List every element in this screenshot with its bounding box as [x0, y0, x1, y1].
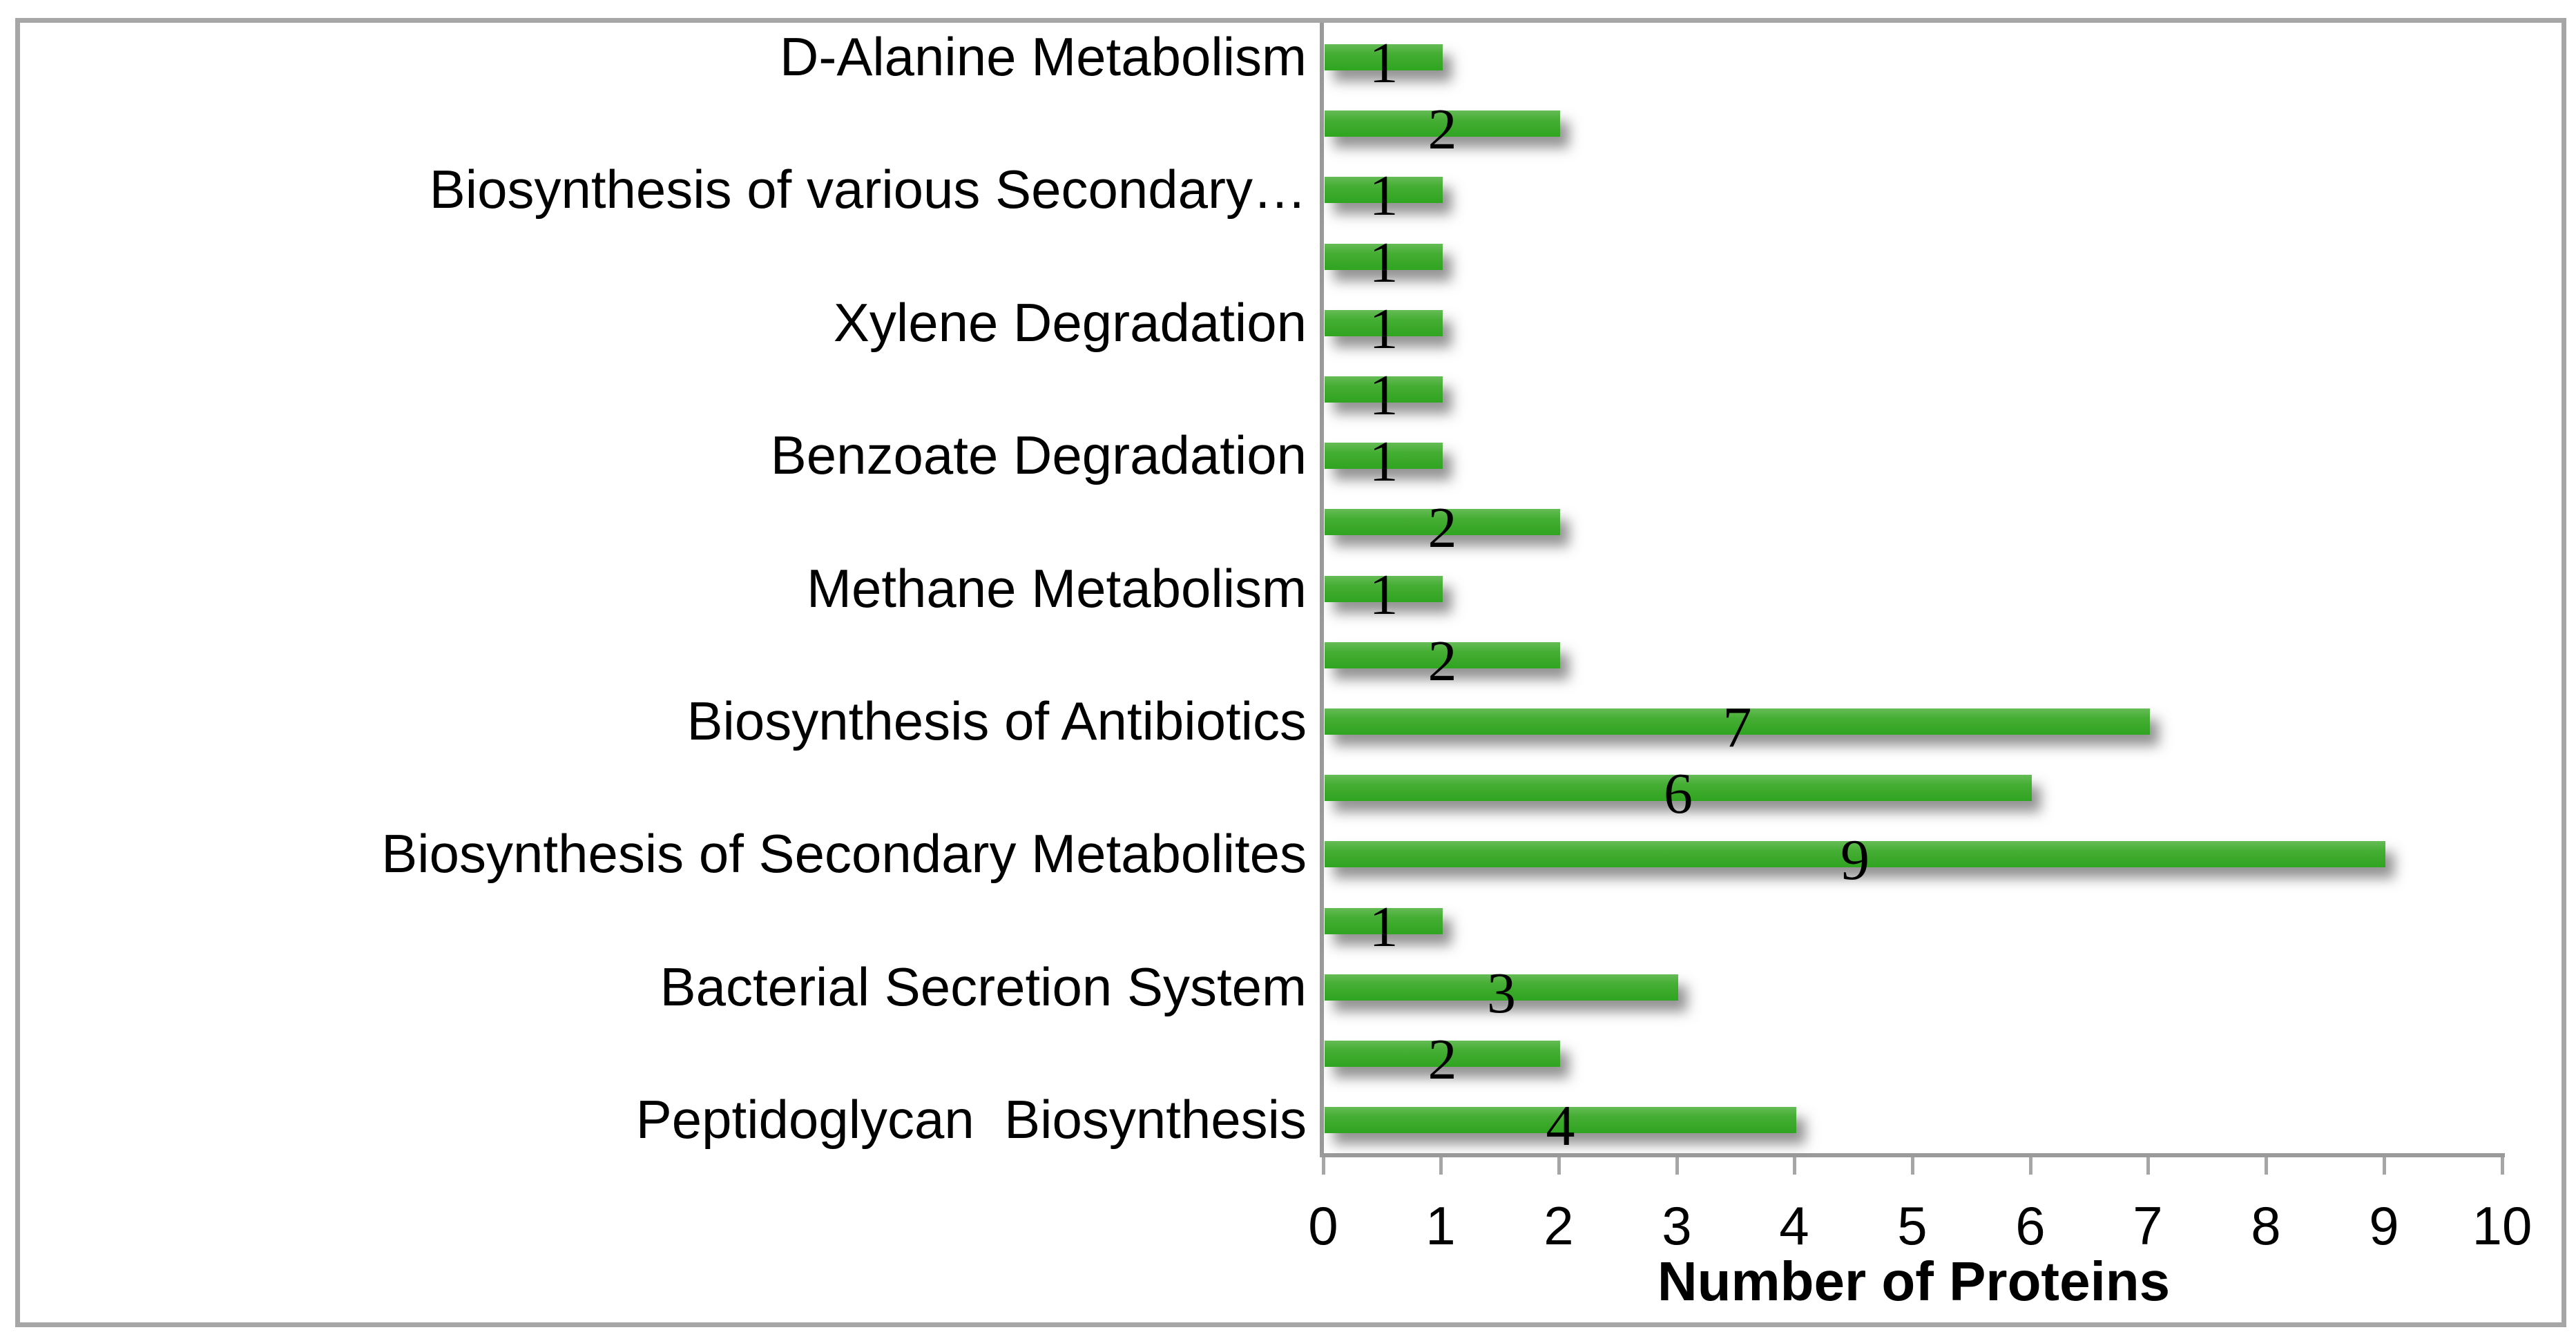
bar [1325, 44, 1443, 70]
x-axis-tick-label: 1 [1425, 1195, 1456, 1256]
bar [1325, 509, 1560, 535]
bar-value-label: 1 [1369, 297, 1398, 361]
x-axis-tick-label: 5 [1897, 1195, 1928, 1256]
x-axis-tick [2383, 1157, 2386, 1175]
category-label: Biosynthesis of Antibiotics [686, 691, 1307, 752]
bar [1325, 376, 1443, 403]
x-axis-tick-label: 8 [2251, 1195, 2281, 1256]
bar-value-label: 1 [1369, 231, 1398, 295]
x-axis-tick [1557, 1157, 1561, 1175]
category-label: Methane Metabolism [806, 558, 1307, 619]
bar [1325, 1107, 1796, 1133]
x-axis-title: Number of Proteins [1657, 1251, 2171, 1312]
chart-border-frame [15, 18, 2566, 1327]
value-axis-line [1320, 1153, 2505, 1157]
x-axis-tick [2029, 1157, 2032, 1175]
bar-value-label: 9 [1840, 828, 1869, 892]
bar-value-label: 1 [1369, 164, 1398, 228]
x-axis-tick [2265, 1157, 2268, 1175]
x-axis-tick-label: 6 [2015, 1195, 2046, 1256]
x-axis-tick [2146, 1157, 2150, 1175]
category-label: Xylene Degradation [833, 292, 1307, 354]
bar-value-label: 2 [1428, 97, 1457, 162]
x-axis-tick [1793, 1157, 1796, 1175]
x-axis-tick-label: 2 [1544, 1195, 1574, 1256]
x-axis-tick-label: 4 [1779, 1195, 1809, 1256]
category-label: Biosynthesis of Secondary Metabolites [381, 823, 1307, 885]
bar-value-label: 2 [1428, 1028, 1457, 1092]
x-axis-tick-label: 10 [2472, 1195, 2532, 1256]
x-axis-tick [1675, 1157, 1679, 1175]
bar-value-label: 1 [1369, 895, 1398, 959]
bar-value-label: 2 [1428, 629, 1457, 693]
bar [1325, 841, 2385, 867]
category-label: Biosynthesis of various Secondary… [429, 159, 1307, 220]
category-label: Bacterial Secretion System [660, 956, 1307, 1018]
x-axis-tick [1322, 1157, 1325, 1175]
bar [1325, 642, 1560, 668]
bar [1325, 244, 1443, 270]
x-axis-tick-label: 9 [2369, 1195, 2399, 1256]
bar-value-label: 1 [1369, 363, 1398, 427]
bar [1325, 1041, 1560, 1067]
bar-value-label: 7 [1722, 695, 1752, 760]
bar [1325, 177, 1443, 203]
bar [1325, 775, 2032, 801]
bar [1325, 110, 1560, 137]
x-axis-tick-label: 3 [1662, 1195, 1692, 1256]
category-axis-line [1320, 23, 1324, 1157]
x-axis-tick [1439, 1157, 1443, 1175]
category-label: D-Alanine Metabolism [780, 26, 1307, 88]
x-axis-tick [1911, 1157, 1914, 1175]
bar-value-label: 1 [1369, 430, 1398, 494]
bar [1325, 576, 1443, 602]
bar-value-label: 1 [1369, 563, 1398, 627]
x-axis-tick-label: 7 [2133, 1195, 2163, 1256]
category-label: Benzoate Degradation [770, 425, 1307, 486]
bar [1325, 443, 1443, 469]
bar [1325, 974, 1678, 1001]
x-axis-tick-label: 0 [1308, 1195, 1338, 1256]
bar [1325, 310, 1443, 336]
bar-value-label: 2 [1428, 496, 1457, 560]
bar [1325, 908, 1443, 934]
bar-value-label: 3 [1487, 961, 1516, 1025]
bar-value-label: 6 [1664, 762, 1693, 826]
bar [1325, 708, 2150, 735]
category-label: Peptidoglycan Biosynthesis [635, 1089, 1307, 1150]
x-axis-tick [2501, 1157, 2504, 1175]
bar-value-label: 4 [1546, 1094, 1575, 1158]
bar-value-label: 1 [1369, 31, 1398, 95]
